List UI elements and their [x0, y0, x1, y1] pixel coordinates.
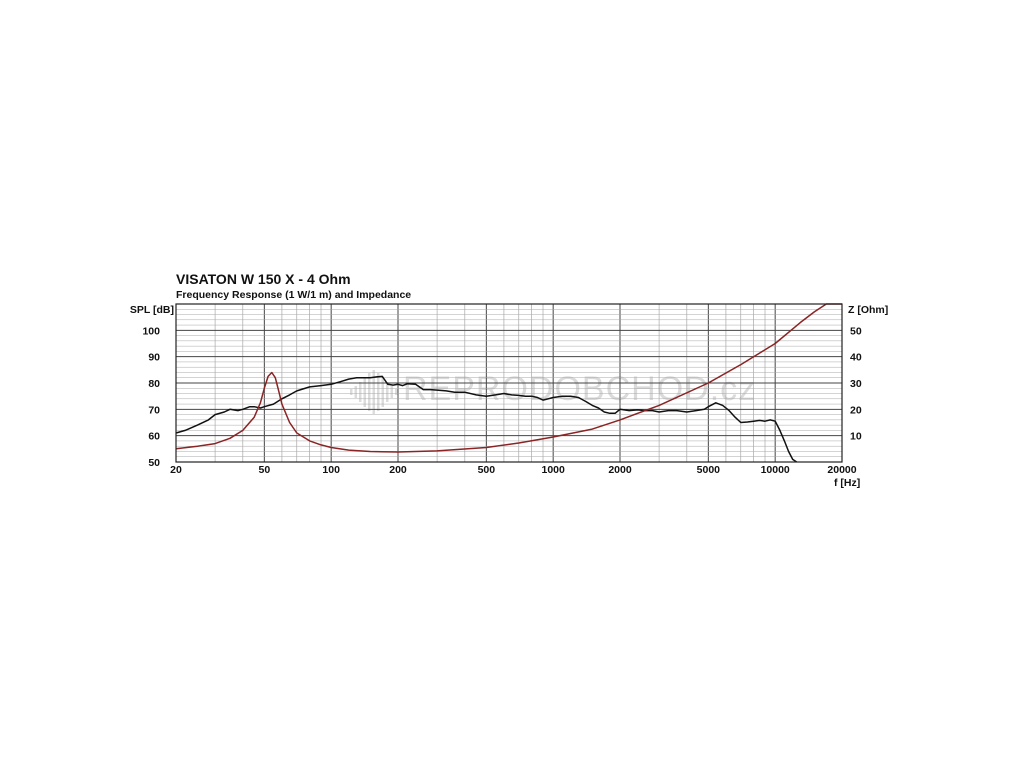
impedance-line: [175, 303, 842, 453]
plot-frame: [175, 303, 843, 463]
chart-subtitle: Frequency Response (1 W/1 m) and Impedan…: [176, 289, 411, 301]
watermark-bar: [363, 377, 366, 407]
watermark-bar: [350, 389, 353, 395]
y-tick-label-right: 20: [850, 404, 862, 416]
y-tick-label-left: 50: [148, 457, 160, 469]
y-tick-label-left: 100: [142, 325, 160, 337]
chart-title: VISATON W 150 X - 4 Ohm: [176, 271, 351, 287]
x-tick-label: 200: [389, 464, 407, 476]
tick-labels: 20 50 100 200 500 1000 2000 5000 10000 20000 50 60 7…: [142, 325, 861, 476]
y-tick-label-right: 30: [850, 378, 862, 390]
y-tick-label-left: 80: [148, 378, 160, 390]
x-tick-label: 1000: [541, 464, 565, 476]
x-tick-label: 50: [258, 464, 270, 476]
watermark-bar: [372, 370, 375, 414]
y-tick-label-left: 60: [148, 431, 160, 443]
watermark-text: REPRODOBCHOD.cz: [403, 370, 756, 408]
x-tick-label: 500: [478, 464, 496, 476]
chart-series: [175, 303, 842, 463]
watermark-bar: [386, 382, 389, 402]
spl-line: [175, 375, 798, 463]
y-axis-label-left: SPL [dB]: [130, 304, 174, 316]
x-tick-label: 20: [170, 464, 182, 476]
y-axis-label-right: Z [Ohm]: [848, 304, 888, 316]
x-tick-label: 20000: [827, 464, 856, 476]
y-tick-label-right: 10: [850, 431, 862, 443]
watermark-bar: [381, 377, 384, 407]
watermark-bar: [359, 382, 362, 402]
x-tick-label: 5000: [697, 464, 721, 476]
watermark-bar: [377, 373, 380, 411]
watermark-bar: [354, 386, 357, 398]
x-tick-label: 2000: [608, 464, 632, 476]
chart-grid: [175, 303, 843, 463]
watermark-bars-icon: [350, 370, 398, 414]
x-axis-label: f [Hz]: [834, 477, 860, 489]
y-tick-label-left: 90: [148, 352, 160, 364]
x-tick-label: 100: [322, 464, 340, 476]
y-tick-label-right: 40: [850, 352, 862, 364]
watermark-bar: [395, 389, 398, 395]
x-tick-label: 10000: [761, 464, 790, 476]
watermark-bar: [368, 373, 371, 411]
y-tick-label-right: 50: [850, 325, 862, 337]
watermark-bar: [390, 386, 393, 398]
y-tick-label-left: 70: [148, 404, 160, 416]
